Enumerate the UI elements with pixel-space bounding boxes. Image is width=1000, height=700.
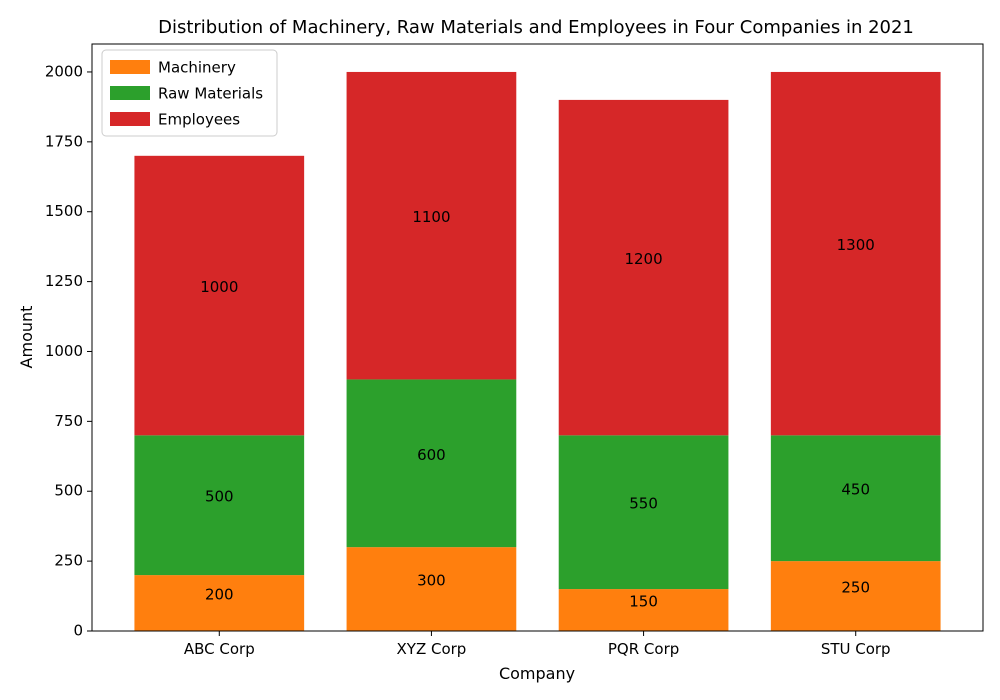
bar-machinery-stu-corp [770, 561, 941, 631]
x-tick-label: PQR Corp [608, 640, 679, 658]
data-label: 600 [417, 446, 446, 464]
plot-frame [91, 43, 984, 632]
bar-raw-materials-stu-corp [770, 435, 941, 562]
legend-swatch [110, 60, 150, 74]
legend-label: Machinery [158, 59, 236, 77]
bar-employees-abc-corp [134, 155, 305, 436]
y-tick-label: 1000 [45, 342, 83, 360]
bar-raw-materials-xyz-corp [346, 379, 517, 548]
y-axis-label: Amount [17, 306, 36, 369]
data-label: 150 [629, 593, 658, 611]
data-label: 1100 [412, 208, 450, 226]
y-tick-label: 0 [73, 622, 83, 640]
y-tick-label: 2000 [45, 62, 83, 80]
bar-machinery-abc-corp [134, 575, 305, 631]
y-tick-label: 250 [54, 552, 83, 570]
y-tick-label: 750 [54, 412, 83, 430]
y-axis: 0 250 500 750 1000 1250 1500 1750 2000 [45, 62, 92, 640]
bar-employees-xyz-corp [346, 71, 517, 380]
legend-swatch [110, 112, 150, 126]
bar-employees-pqr-corp [558, 99, 729, 436]
x-tick-label: ABC Corp [184, 640, 255, 658]
legend-label: Raw Materials [158, 85, 263, 103]
data-label: 250 [841, 579, 870, 597]
data-label: 1300 [837, 236, 875, 254]
legend: Machinery Raw Materials Employees [101, 49, 278, 137]
legend-label: Employees [158, 111, 240, 129]
x-axis-label: Company [499, 664, 575, 683]
bar-raw-materials-abc-corp [134, 435, 305, 576]
data-labels-group: 200 500 1000 300 600 1100 150 550 1200 250 450 1300 [200, 208, 875, 610]
y-tick-label: 1250 [45, 272, 83, 290]
data-label: 450 [841, 481, 870, 499]
bar-machinery-xyz-corp [346, 547, 517, 631]
data-label: 300 [417, 572, 446, 590]
chart-title: Distribution of Machinery, Raw Materials… [158, 17, 914, 38]
data-label: 550 [629, 495, 658, 513]
legend-swatch [110, 86, 150, 100]
y-tick-label: 500 [54, 482, 83, 500]
bars-group [134, 71, 941, 631]
bar-machinery-pqr-corp [558, 589, 729, 631]
y-tick-label: 1500 [45, 202, 83, 220]
x-tick-label: XYZ Corp [397, 640, 467, 658]
x-axis: ABC Corp XYZ Corp PQR Corp STU Corp [184, 631, 891, 658]
data-label: 1200 [624, 250, 662, 268]
bar-raw-materials-pqr-corp [558, 435, 729, 590]
y-tick-label: 1750 [45, 132, 83, 150]
x-tick-label: STU Corp [821, 640, 891, 658]
data-label: 500 [205, 488, 234, 506]
data-label: 1000 [200, 278, 238, 296]
data-label: 200 [205, 586, 234, 604]
bar-employees-stu-corp [770, 71, 941, 436]
